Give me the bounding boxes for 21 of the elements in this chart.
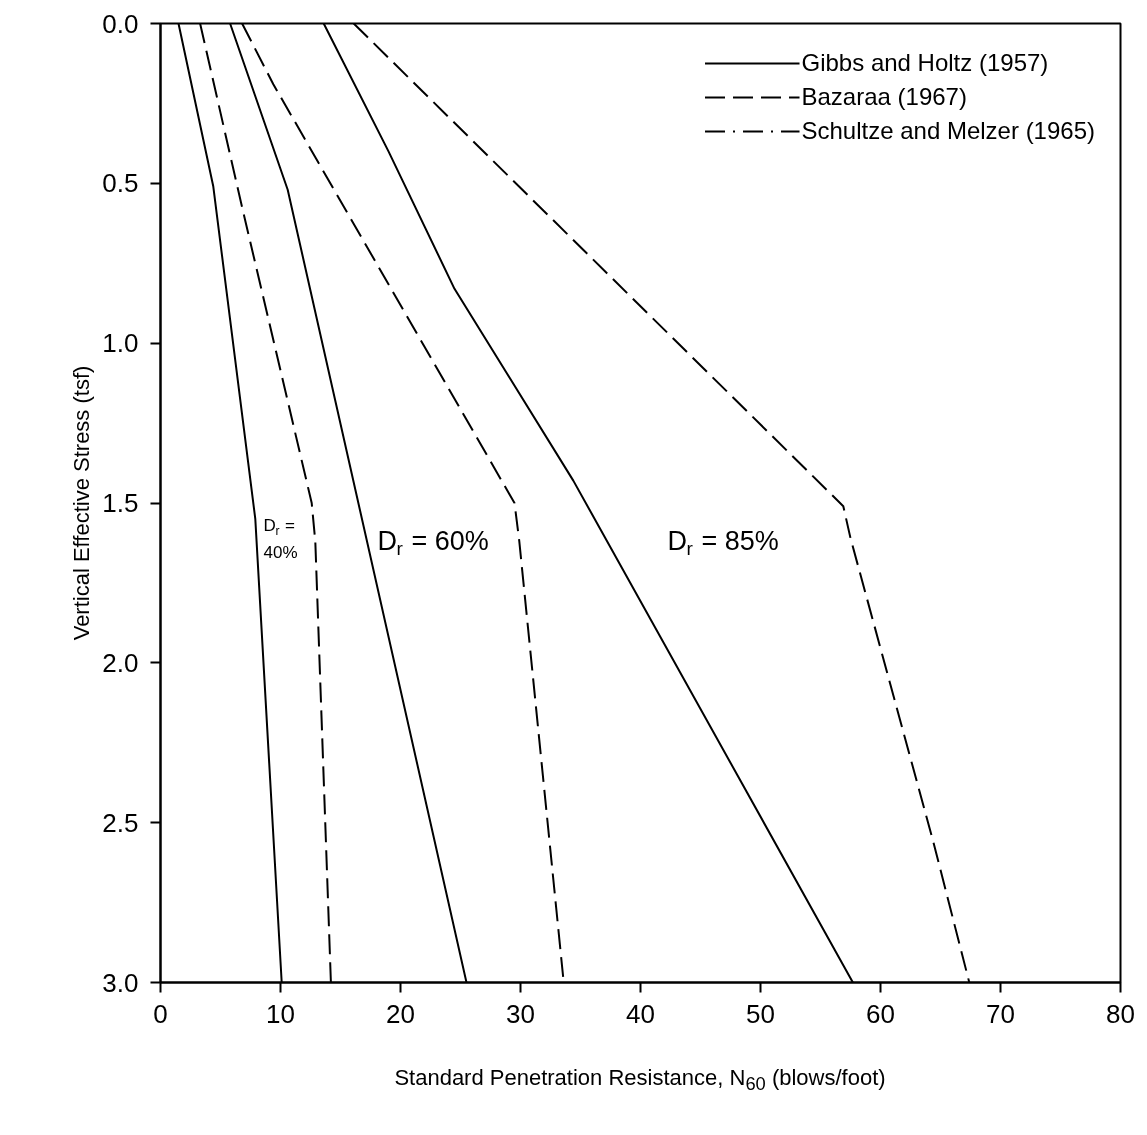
y-tick-label: 2.5 xyxy=(102,807,139,838)
x-tick-label: 10 xyxy=(266,998,295,1029)
legend-label: Bazaraa (1967) xyxy=(801,83,967,111)
x-tick-label: 20 xyxy=(386,998,415,1029)
y-tick-label: 0.0 xyxy=(102,8,139,39)
x-tick-label: 50 xyxy=(746,998,775,1029)
y-tick-label: 3.0 xyxy=(102,967,139,998)
x-tick-label: 40 xyxy=(626,998,655,1029)
x-axis-title: Standard Penetration Resistance, N$_{60}$ (blows/foot) xyxy=(394,1064,886,1097)
y-tick-label: 1.5 xyxy=(102,488,139,518)
legend-label: Gibbs and Holtz (1957) xyxy=(801,49,1049,77)
y-tick-label: 0.5 xyxy=(102,168,139,199)
y-axis-title: Vertical Effective Stress (tsf) xyxy=(69,365,95,641)
x-tick-label: 30 xyxy=(506,998,535,1029)
y-tick-label: 1.0 xyxy=(102,328,139,359)
y-tick-label: 2.0 xyxy=(102,647,139,678)
x-tick-label: 60 xyxy=(866,998,895,1029)
x-tick-label: 70 xyxy=(986,998,1015,1029)
x-tick-label: 0 xyxy=(153,998,168,1029)
x-tick-label: 80 xyxy=(1106,998,1135,1029)
legend-label: Schultze and Melzer (1965) xyxy=(801,117,1095,145)
